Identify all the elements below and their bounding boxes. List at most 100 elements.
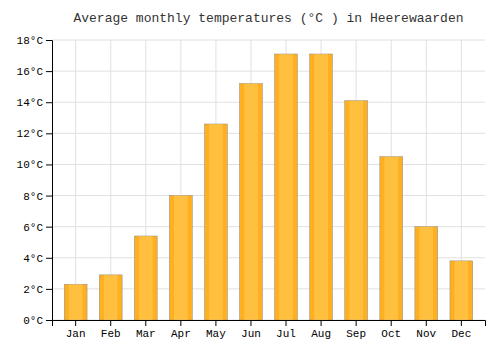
x-tick-mark (75, 320, 76, 326)
bar (99, 275, 122, 320)
y-tick-mark (46, 289, 52, 290)
x-tick-label: Nov (416, 328, 436, 340)
bar (205, 124, 228, 320)
y-tick: 10°C (17, 159, 52, 171)
y-tick-label: 16°C (17, 66, 44, 78)
x-tick-mark (356, 320, 357, 326)
y-axis: 0°C 2°C 4°C 6°C 8°C 10°C 12°C 14°C 16°C 18°C (17, 35, 53, 327)
y-tick-mark (46, 258, 52, 259)
x-tick: Jul (276, 320, 296, 340)
bar-highlight (419, 227, 433, 320)
bar-highlight (139, 236, 153, 320)
x-tick-mark (286, 320, 287, 326)
x-tick: Jan (66, 320, 86, 340)
bar-highlight (384, 157, 398, 320)
bar (64, 284, 87, 320)
bar-highlight (174, 196, 188, 320)
y-grid-line (52, 195, 485, 196)
grid (52, 40, 485, 320)
y-grid-line (52, 133, 485, 134)
x-axis-line (53, 321, 486, 327)
x-tick: Apr (171, 320, 191, 340)
bars (64, 54, 472, 320)
bar (450, 261, 473, 320)
x-tick-label: Jan (66, 328, 86, 340)
x-axis: Jan Feb Mar Apr May Jun Jul Aug Sep Oct Nov Dec (53, 320, 486, 340)
x-tick: Sep (346, 320, 366, 340)
x-tick-label: Aug (311, 328, 331, 340)
y-tick-label: 6°C (23, 222, 43, 234)
x-tick: Aug (311, 320, 331, 340)
bar-highlight (244, 84, 258, 320)
bar-highlight (314, 54, 328, 320)
bar (380, 157, 403, 320)
x-tick-mark (250, 320, 251, 326)
y-grid-line (52, 164, 485, 165)
y-tick-label: 14°C (17, 97, 44, 109)
y-tick: 0°C (23, 315, 52, 327)
x-tick: Dec (451, 320, 471, 340)
bar-highlight (349, 101, 363, 320)
y-tick: 8°C (23, 191, 52, 203)
y-tick-label: 2°C (23, 284, 43, 296)
y-tick-mark (46, 133, 52, 134)
y-tick: 18°C (17, 35, 52, 47)
y-tick-label: 18°C (17, 35, 44, 47)
x-grid-line (75, 40, 76, 320)
x-tick-mark (215, 320, 216, 326)
y-tick-mark (46, 102, 52, 103)
x-tick-label: Feb (101, 328, 121, 340)
y-tick-mark (46, 40, 52, 41)
y-tick: 6°C (23, 222, 52, 234)
bar (169, 196, 192, 320)
x-tick-mark (180, 320, 181, 326)
x-tick-label: Mar (136, 328, 156, 340)
bar-highlight (279, 54, 293, 320)
x-tick: May (206, 320, 226, 340)
x-tick-mark (110, 320, 111, 326)
x-tick-mark (461, 320, 462, 326)
x-tick-label: Apr (171, 328, 191, 340)
y-grid-line (52, 40, 485, 41)
y-tick-mark (46, 196, 52, 197)
x-tick: Jun (241, 320, 261, 340)
bar (415, 227, 438, 320)
bar (345, 101, 368, 320)
title: Average monthly temperatures (°C ) in He… (73, 11, 463, 26)
chart: 0°C 2°C 4°C 6°C 8°C 10°C 12°C 14°C 16°C 18°C Jan Fe… (0, 0, 500, 350)
y-tick-label: 12°C (17, 128, 44, 140)
x-tick-label: May (206, 328, 226, 340)
bar (240, 84, 263, 320)
y-tick: 12°C (17, 128, 52, 140)
bar-highlight (454, 261, 468, 320)
y-tick: 2°C (23, 284, 52, 296)
x-tick: Feb (101, 320, 121, 340)
x-tick-mark (426, 320, 427, 326)
y-tick: 16°C (17, 66, 52, 78)
y-tick-mark (46, 227, 52, 228)
x-tick-mark (391, 320, 392, 326)
y-tick-label: 4°C (23, 253, 43, 265)
x-tick: Oct (381, 320, 401, 340)
y-axis-line (46, 41, 53, 321)
y-tick-label: 10°C (17, 159, 44, 171)
y-tick-mark (46, 71, 52, 72)
x-tick-label: Oct (381, 328, 401, 340)
bar (134, 236, 157, 320)
y-tick-mark (46, 320, 52, 321)
y-grid-line (52, 102, 485, 103)
x-tick-mark (145, 320, 146, 326)
bar (310, 54, 333, 320)
x-tick: Nov (416, 320, 436, 340)
x-tick: Mar (136, 320, 156, 340)
bar-highlight (209, 124, 223, 320)
x-tick-label: Jun (241, 328, 261, 340)
x-tick-label: Jul (276, 328, 296, 340)
x-tick-label: Dec (451, 328, 471, 340)
y-grid-line (52, 71, 485, 72)
bar (275, 54, 298, 320)
y-tick-label: 0°C (23, 315, 43, 327)
y-tick-mark (46, 164, 52, 165)
y-tick-label: 8°C (23, 191, 43, 203)
x-tick-label: Sep (346, 328, 366, 340)
